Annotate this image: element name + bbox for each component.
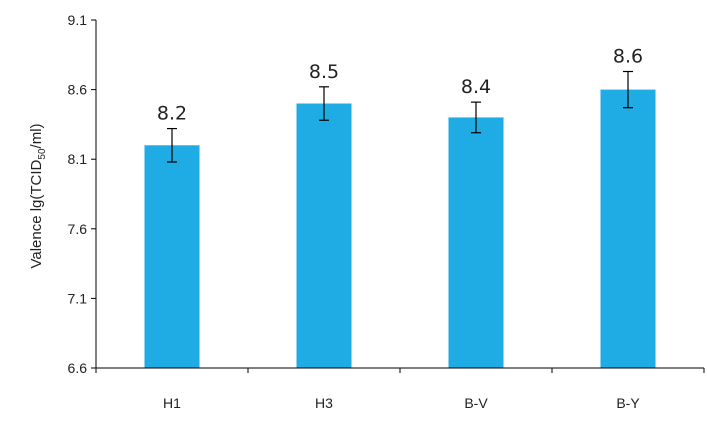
- x-axis-categories: H1 H3 B-V B-Y: [163, 395, 640, 411]
- y-tick-label: 8.6: [68, 82, 88, 98]
- x-category-label-b-y: B-Y: [616, 395, 640, 411]
- x-category-label-b-v: B-V: [464, 395, 488, 411]
- x-category-label-h1: H1: [163, 395, 181, 411]
- data-label-h3: 8.5: [309, 61, 339, 83]
- y-tick-label: 8.1: [68, 151, 88, 167]
- y-tick-label: 9.1: [68, 12, 88, 28]
- data-label-b-v: 8.4: [461, 76, 491, 98]
- y-axis-title: Valence lg(TCID50/ml): [28, 123, 48, 268]
- y-tick-label: 7.6: [68, 221, 88, 237]
- x-axis-tick-marks: [95, 368, 705, 373]
- bar-b-v: [448, 117, 504, 368]
- bars: [144, 89, 656, 369]
- bar-h1: [144, 145, 200, 368]
- bar-b-y: [600, 89, 656, 368]
- y-axis-title-main: Valence lg(TCID: [28, 159, 45, 268]
- error-bar-h3: [319, 86, 329, 121]
- x-category-label-h3: H3: [315, 395, 333, 411]
- data-label-b-y: 8.6: [613, 46, 643, 68]
- y-tick-label: 7.1: [68, 290, 88, 306]
- y-axis-ticks: 6.6 7.1 7.6 8.1 8.6 9.1: [68, 12, 96, 376]
- error-bar-b-v: [471, 101, 481, 134]
- y-tick-label: 6.6: [68, 360, 88, 376]
- error-bar-b-y: [623, 70, 633, 109]
- y-axis-title-subscript: 50: [37, 148, 48, 160]
- error-bar-h1: [167, 127, 177, 163]
- data-labels: 8.2 8.5 8.4 8.6: [157, 46, 643, 125]
- bar-h3: [296, 103, 352, 369]
- data-label-h1: 8.2: [157, 103, 187, 125]
- error-bars: [167, 70, 633, 163]
- y-axis-title-end: /ml): [28, 123, 45, 148]
